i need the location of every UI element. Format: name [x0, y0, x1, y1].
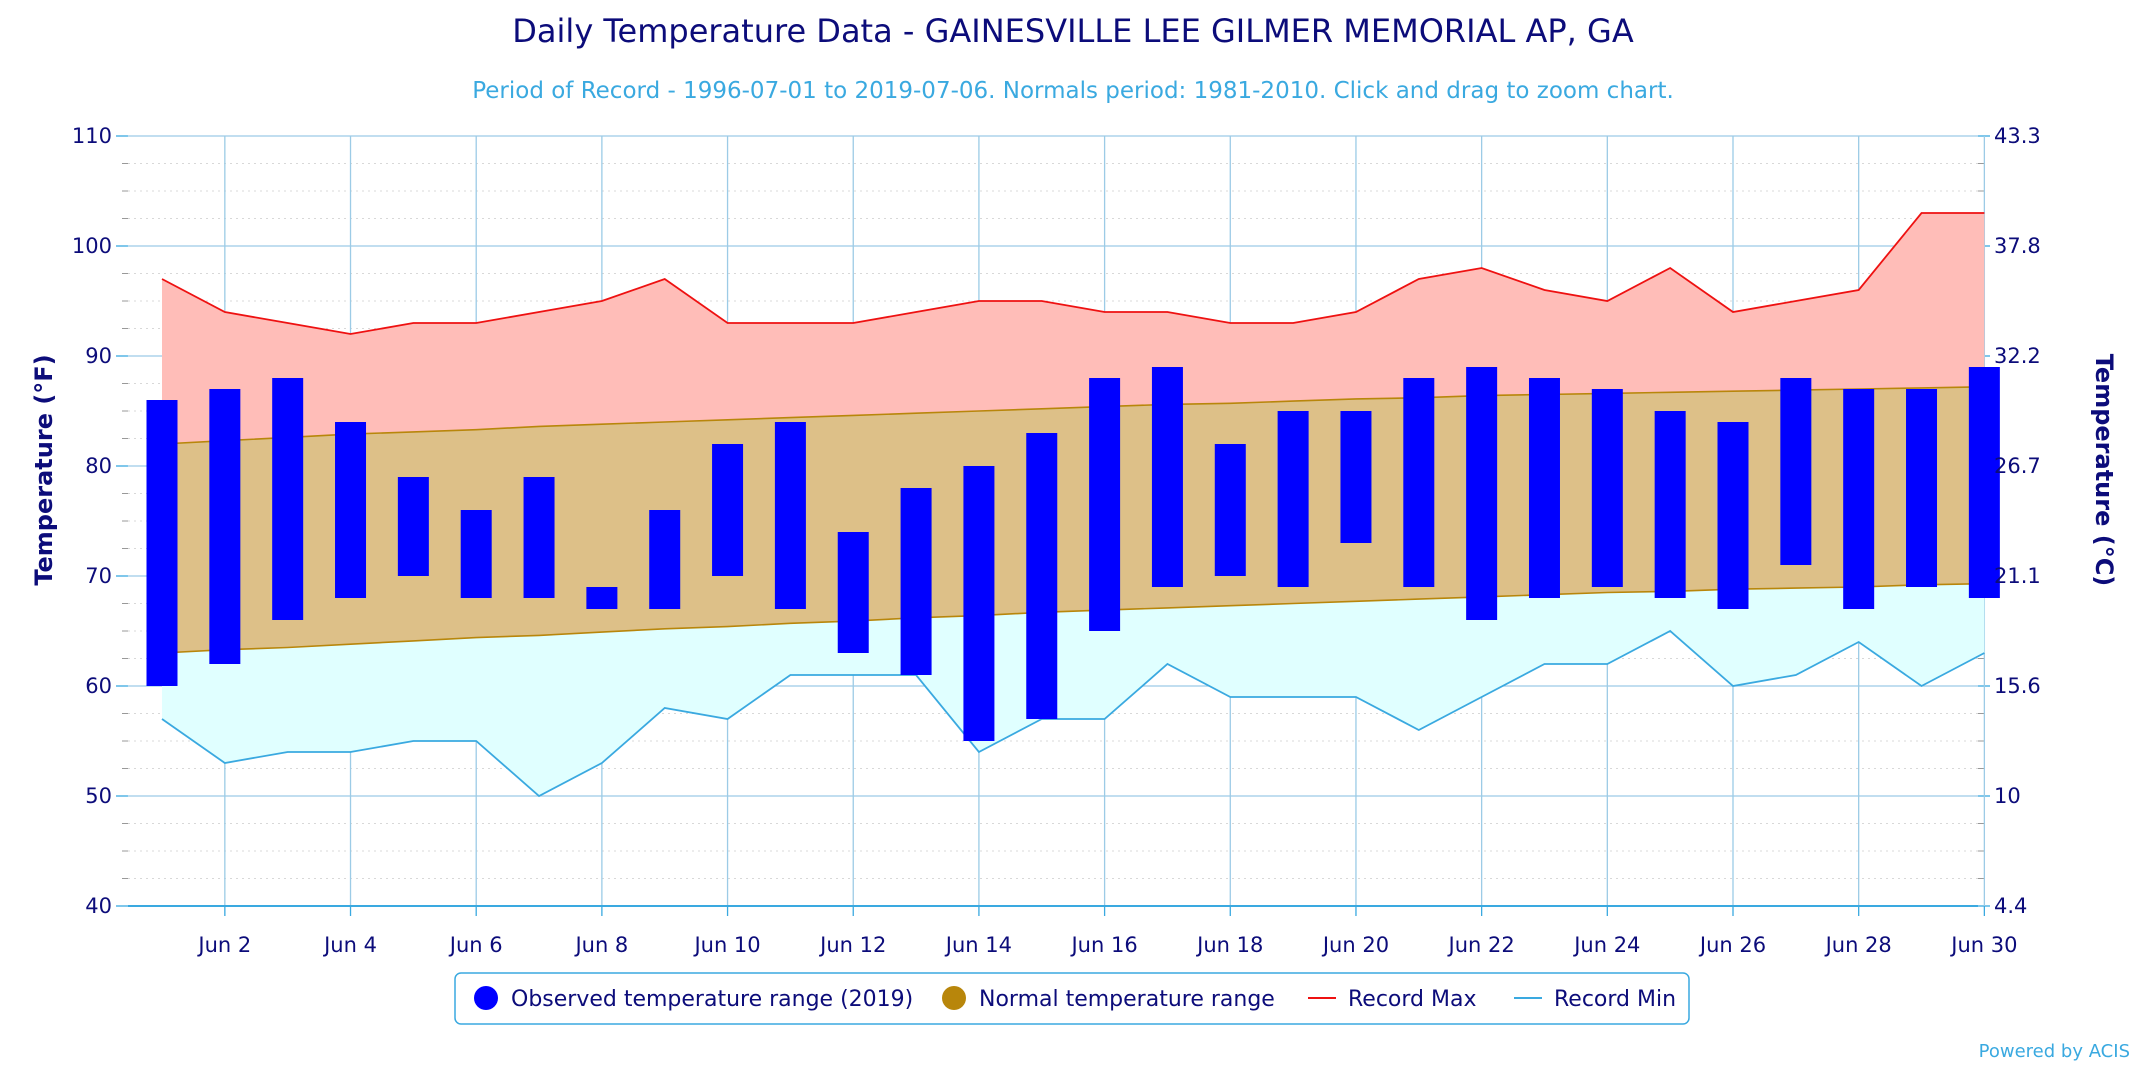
y-tick-label-left: 60 — [85, 674, 112, 698]
observed-range-bar[interactable] — [335, 422, 367, 598]
x-tick-label: Jun 18 — [1195, 933, 1263, 957]
observed-range-bar[interactable] — [774, 422, 806, 609]
y-tick-label-left: 50 — [85, 784, 112, 808]
record-max-area — [162, 213, 1985, 444]
y-axis-title-right: Temperature (°C) — [2090, 354, 2118, 587]
x-tick-label: Jun 10 — [692, 933, 760, 957]
observed-range-bar[interactable] — [712, 444, 744, 576]
observed-range-bar[interactable] — [1466, 367, 1498, 620]
x-tick-label: Jun 14 — [944, 933, 1012, 957]
chart-subtitle: Period of Record - 1996-07-01 to 2019-07… — [472, 78, 1674, 104]
x-tick-label: Jun 26 — [1698, 933, 1766, 957]
legend-box — [454, 972, 1690, 1025]
y-tick-label-left: 100 — [72, 234, 112, 258]
y-tick-label-left: 40 — [85, 894, 112, 918]
normal-high-line — [161, 386, 1985, 445]
observed-range-bar[interactable] — [1214, 444, 1246, 576]
x-tick-label: Jun 6 — [448, 933, 503, 957]
legend-marker-normal — [942, 986, 966, 1010]
observed-range-bar[interactable] — [1528, 378, 1560, 598]
observed-range-bar[interactable] — [1968, 367, 2000, 598]
observed-range-bar[interactable] — [209, 389, 241, 664]
legend-label-record-max: Record Max — [1348, 987, 1477, 1012]
legend-item-observed[interactable]: Observed temperature range (2019) — [474, 986, 913, 1012]
observed-range-bar[interactable] — [1843, 389, 1875, 609]
y-tick-label-right: 26.7 — [1994, 454, 2041, 478]
observed-range-bar[interactable] — [1277, 411, 1309, 587]
y-axis-title-left: Temperature (°F) — [30, 354, 58, 585]
y-tick-label-left: 70 — [85, 564, 112, 588]
y-tick-label-right: 4.4 — [1994, 894, 2027, 918]
x-tick-label: Jun 28 — [1824, 933, 1892, 957]
y-tick-label-right: 37.8 — [1994, 234, 2041, 258]
y-tick-label-right: 10 — [1994, 784, 2021, 808]
legend-marker-observed — [474, 986, 498, 1010]
observed-range-bar[interactable] — [1717, 422, 1749, 609]
y-tick-label-right: 21.1 — [1994, 564, 2041, 588]
observed-range-bar[interactable] — [1089, 378, 1121, 631]
legend-label-record-min: Record Min — [1554, 987, 1676, 1012]
axes: 40 4.4 50 10 60 15.6 70 21.1 80 26.7 90 32.2 100 37.8… — [72, 124, 2041, 957]
observed-range-bar[interactable] — [963, 466, 995, 741]
observed-range-bar[interactable] — [1780, 378, 1812, 565]
observed-range-bar[interactable] — [523, 477, 555, 598]
y-tick-label-left: 80 — [85, 454, 112, 478]
observed-range-bar[interactable] — [1026, 433, 1058, 719]
observed-range-bar[interactable] — [397, 477, 429, 576]
x-tick-label: Jun 30 — [1949, 933, 2017, 957]
chart-title: Daily Temperature Data - GAINESVILLE LEE… — [512, 12, 1634, 50]
record-min-line[interactable] — [161, 629, 1985, 798]
legend: Observed temperature range (2019) Normal… — [454, 972, 1690, 1025]
legend-label-normal: Normal temperature range — [979, 987, 1275, 1012]
x-tick-label: Jun 24 — [1572, 933, 1640, 957]
x-tick-label: Jun 4 — [322, 933, 377, 957]
observed-bars[interactable] — [146, 367, 2000, 741]
observed-range-bar[interactable] — [837, 532, 869, 653]
observed-range-bar[interactable] — [1591, 389, 1623, 587]
observed-range-bar[interactable] — [1654, 411, 1686, 598]
observed-range-bar[interactable] — [1340, 411, 1372, 543]
legend-item-record-min[interactable]: Record Min — [1514, 987, 1676, 1012]
observed-range-bar[interactable] — [1151, 367, 1183, 587]
y-tick-label-left: 110 — [72, 124, 112, 148]
legend-item-record-max[interactable]: Record Max — [1308, 987, 1477, 1012]
credit-link[interactable]: Powered by ACIS — [1979, 1041, 2130, 1062]
y-tick-label-left: 90 — [85, 344, 112, 368]
x-tick-label: Jun 8 — [573, 933, 628, 957]
x-tick-label: Jun 2 — [196, 933, 251, 957]
observed-range-bar[interactable] — [649, 510, 681, 609]
y-tick-label-right: 32.2 — [1994, 344, 2041, 368]
y-tick-label-right: 15.6 — [1994, 674, 2041, 698]
record-min-area — [162, 583, 1985, 796]
observed-range-bar[interactable] — [146, 400, 178, 686]
x-tick-label: Jun 22 — [1447, 933, 1515, 957]
x-tick-label: Jun 20 — [1321, 933, 1389, 957]
y-tick-label-right: 43.3 — [1994, 124, 2041, 148]
shaded-areas — [162, 213, 1985, 796]
legend-label-observed: Observed temperature range (2019) — [511, 987, 913, 1012]
observed-range-bar[interactable] — [900, 488, 932, 675]
observed-range-bar[interactable] — [272, 378, 304, 620]
record-max-line[interactable] — [161, 212, 1985, 335]
observed-range-bar[interactable] — [1906, 389, 1938, 587]
observed-range-bar[interactable] — [586, 587, 618, 609]
x-tick-label: Jun 16 — [1069, 933, 1137, 957]
observed-range-bar[interactable] — [460, 510, 492, 598]
x-tick-label: Jun 12 — [818, 933, 886, 957]
observed-range-bar[interactable] — [1403, 378, 1435, 587]
legend-item-normal[interactable]: Normal temperature range — [942, 986, 1275, 1012]
normal-range-area — [162, 386, 1985, 653]
